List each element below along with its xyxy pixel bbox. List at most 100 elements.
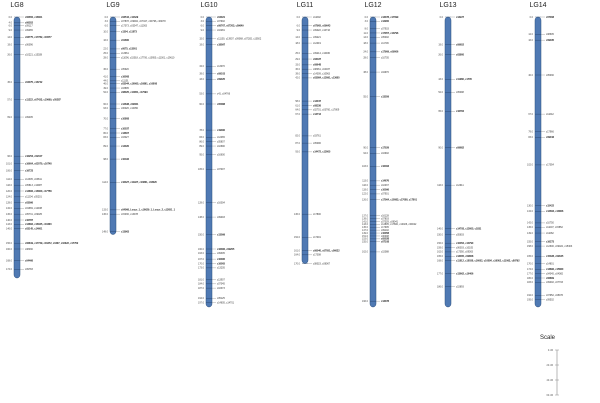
marker-position: 83.0 [528,136,533,139]
marker-position: 151.0 [362,235,369,238]
marker-position: 36.0 [103,68,108,71]
marker-label: c11007, c15852 [546,226,564,229]
marker-position: 148.0 [102,230,109,233]
marker-label: c09003 [217,216,226,219]
marker-position: 136.0 [6,213,13,216]
marker-position: 161.0 [294,249,301,252]
marker-position: 9.0 [9,29,13,32]
marker-label: c16784 [456,110,465,113]
marker-label: c09002, c07703 [546,281,564,284]
chromosome-bar [369,16,377,308]
marker-position: 187.0 [198,287,205,290]
marker-label: c11642 [546,113,554,116]
marker-position: 78.0 [199,129,204,132]
marker-position: 174.0 [6,268,13,271]
marker-position: 170.0 [198,262,205,265]
marker-label: c17909, c09006 [381,51,399,54]
marker-position: 195.0 [527,299,534,302]
marker-position: 60.0 [199,103,204,106]
marker-position: 168.0 [437,259,444,262]
marker-label: c06809 [546,277,555,280]
chromosome-bar [109,16,117,235]
linkage-group-lg14: LG14 0.0 c07008 12.0 c08605 16.0 c09035 40.0 c05… [527,2,573,308]
marker-position: 156.0 [437,242,444,245]
marker-position: 128.0 [6,201,13,204]
scale-tick-label: 0 cM [548,349,553,352]
linkage-group-lg8: LG8 0.0 c06656, c16601 4.0 c06552 6.0 c09117 9.… [6,2,79,279]
marker-position: 38.0 [363,71,368,74]
marker-position: 177.0 [527,272,534,275]
marker-label: c16128 [381,214,390,217]
marker-position: 19.0 [7,43,12,46]
marker-label: c13005, c09808 [456,255,474,258]
marker-label: c09103 [217,72,226,75]
marker-label: c12911 [456,184,464,187]
marker-position: 28.0 [103,56,108,59]
marker-label: c14047 [313,100,322,103]
marker-position: 116.0 [362,184,368,187]
marker-label: c10787 [25,219,34,222]
marker-position: 112.0 [6,178,12,181]
marker-position: 16.0 [103,39,108,42]
marker-label: c11082 [546,232,554,235]
marker-label: c03800 [456,54,465,57]
marker-label: c05920 [121,68,130,71]
marker-label: c03084, c13091, c13605 [313,77,340,80]
marker-label: c02701, c03760, c17809 [313,109,340,112]
marker-label: c07878, c09902, c07047, c09796, c09078 [121,20,166,23]
marker-label: c19090 [217,129,226,132]
marker-position: 142.0 [527,222,534,225]
marker-label: c13963 [121,230,130,233]
marker-label: c17029 [381,146,390,149]
marker-label: c10705 [381,56,390,59]
marker-label: c11286, c1705 [456,78,472,81]
marker-position: 15.0 [199,38,204,41]
marker-position: 162.0 [437,251,444,254]
marker-position: 9.0 [201,29,205,32]
marker-label: c14305, c03811 [25,178,43,181]
marker-label: c13559 [381,96,390,99]
marker-label: c08023, c08067 [313,262,331,265]
marker-label: c11101 [121,80,129,83]
marker-label: c17057, c13796 [381,32,399,35]
marker-position: 29.0 [295,58,300,61]
marker-label: c10052, c10790 [456,242,474,245]
marker-label: c16902 [381,152,390,155]
marker-position: 119.0 [362,188,368,191]
marker-label: c09025 [217,78,226,81]
marker-position: 143.0 [362,223,369,226]
marker-label: c16281 [217,29,226,32]
marker-label: c17905 [381,226,390,229]
marker-position: 6.0 [9,25,13,28]
marker-label: c11096, c15018, c17706, c10950, c11001, … [121,56,175,59]
marker-label: c09022, c10716 [313,29,331,32]
marker-position: 155.0 [527,241,534,244]
marker-position: 42.0 [295,77,300,80]
marker-label: c09043 [546,136,555,139]
scale-tick-label: 40 cM [546,379,553,382]
marker-position: 149.0 [362,232,369,235]
marker-position: 39.0 [199,72,204,75]
marker-label: c12900 [381,20,390,23]
marker-label: c13070 [217,65,226,68]
marker-position: 170.0 [294,262,301,265]
marker-label: c17064, c10083, c17008, c17001 [381,199,418,202]
marker-label: c07933 [381,27,390,30]
marker-position: 58.0 [295,100,300,103]
marker-label: c03544, c11629 [121,16,139,19]
linkage-group-title: LG9 [106,2,119,9]
linkage-group-lg13: LG13 0.0 c13227 19.0 c09652 26.0 c03800 43.0 c11… [437,2,520,308]
marker-label: c07045 [217,283,226,286]
marker-label: c14793, c12605, c1831 [456,228,482,231]
marker-position: 45.0 [7,81,12,84]
marker-position: 149.0 [527,232,534,235]
marker-label: c14009, c10963 [313,72,331,75]
marker-label: c03775, c17782, c16577 [25,36,52,39]
marker-position: 132.0 [6,207,13,210]
marker-position: 64.0 [295,109,300,112]
marker-label: c13099 [217,233,226,236]
marker-position: 184.0 [198,283,205,286]
marker-label: c10221, c15028 [25,54,43,57]
marker-label: c08030 [25,248,34,251]
marker-position: 3.0 [365,20,369,23]
